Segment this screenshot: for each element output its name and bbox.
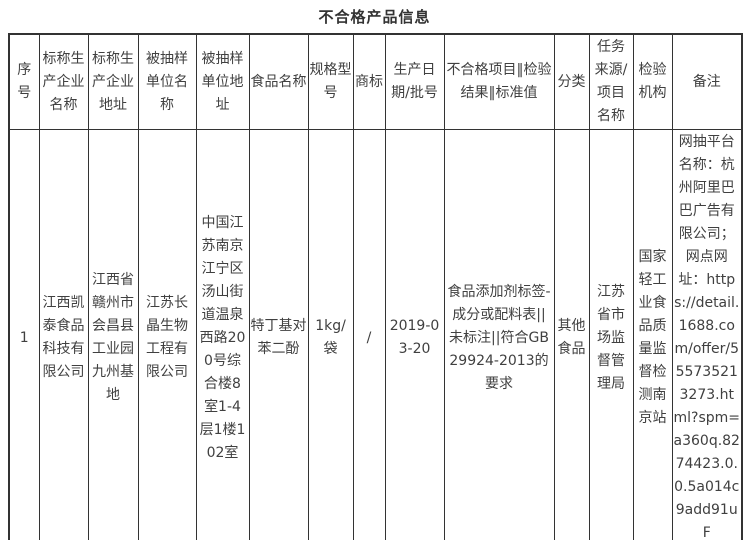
cell-sampled-unit-name: 江苏长晶生物工程有限公司: [137, 129, 197, 540]
header-row: 序号 标称生产企业名称 标称生产企业地址 被抽样单位名称 被抽样单位地址 食品名…: [8, 33, 743, 130]
col-header-trademark: 商标: [352, 33, 386, 130]
col-header-failed-item: 不合格项目‖检验结果‖标准值: [443, 33, 555, 130]
col-header-remarks: 备注: [671, 33, 743, 130]
cell-food-name: 特丁基对苯二酚: [248, 129, 309, 540]
cell-trademark: /: [352, 129, 386, 540]
cell-remarks: 网抽平台名称：杭州阿里巴巴广告有限公司；网点网址：https://detail.…: [671, 129, 743, 540]
col-header-category: 分类: [553, 33, 590, 130]
cell-sampled-unit-address: 中国江苏南京江宁区汤山街道温泉西路200号综合楼8室1-4层1楼102室: [195, 129, 250, 540]
col-header-inspection-agency: 检验机构: [632, 33, 673, 130]
cell-production-date: 2019-03-20: [384, 129, 445, 540]
cell-inspection-agency: 国家轻工业食品质量监督检测南京站: [632, 129, 673, 540]
cell-category: 其他食品: [553, 129, 590, 540]
cell-manufacturer-name: 江西凯泰食品科技有限公司: [38, 129, 89, 540]
cell-task-source: 江苏省市场监督管理局: [588, 129, 634, 540]
table-row: 1 江西凯泰食品科技有限公司 江西省赣州市会昌县工业园九州基地 江苏长晶生物工程…: [8, 129, 743, 540]
nonconforming-products-table: 序号 标称生产企业名称 标称生产企业地址 被抽样单位名称 被抽样单位地址 食品名…: [8, 33, 743, 540]
cell-seq: 1: [8, 129, 40, 540]
col-header-task-source: 任务来源/项目名称: [588, 33, 634, 130]
cell-manufacturer-address: 江西省赣州市会昌县工业园九州基地: [87, 129, 139, 540]
col-header-manufacturer-name: 标称生产企业名称: [38, 33, 89, 130]
col-header-specification: 规格型号: [307, 33, 354, 130]
col-header-production-date: 生产日期/批号: [384, 33, 445, 130]
col-header-manufacturer-address: 标称生产企业地址: [87, 33, 139, 130]
cell-specification: 1kg/袋: [307, 129, 354, 540]
col-header-sampled-unit-address: 被抽样单位地址: [195, 33, 250, 130]
col-header-food-name: 食品名称: [248, 33, 309, 130]
col-header-seq: 序号: [8, 33, 40, 130]
col-header-sampled-unit-name: 被抽样单位名称: [137, 33, 197, 130]
cell-failed-item: 食品添加剂标签-成分或配料表||未标注||符合GB29924-2013的要求: [443, 129, 555, 540]
page-title: 不合格产品信息: [318, 8, 431, 26]
